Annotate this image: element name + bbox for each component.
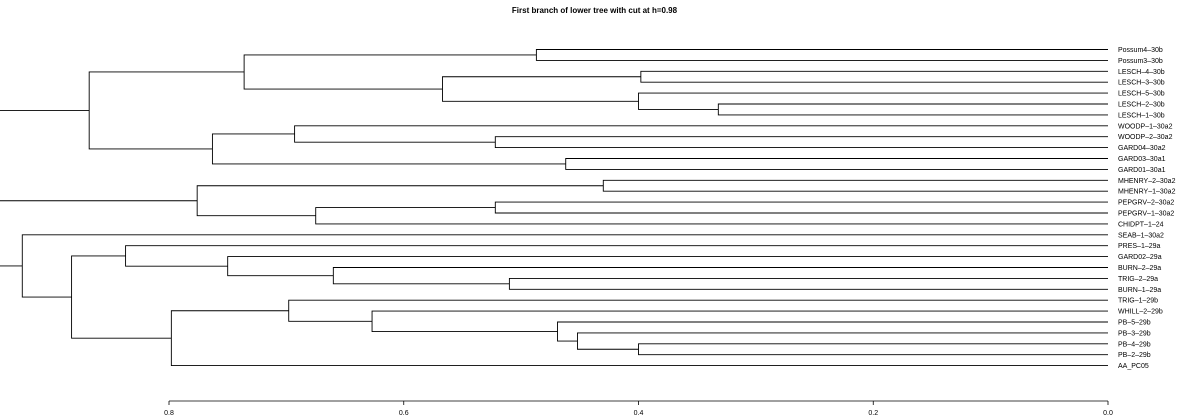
leaf-label: MHENRY–1–30a2 <box>1118 189 1176 196</box>
branch-m3 <box>717 103 1108 116</box>
leaf-label: Possum3–30b <box>1118 58 1163 65</box>
branch-m20 <box>638 343 1108 356</box>
branch-m5 <box>442 76 641 102</box>
branch-m25 <box>170 310 1108 367</box>
x-tick-label: 0.0 <box>1103 410 1113 417</box>
x-tick-label: 0.4 <box>634 410 644 417</box>
leaf-label: GARD04–30a2 <box>1118 145 1166 152</box>
x-tick-label: 0.2 <box>868 410 878 417</box>
branch-m23 <box>371 310 1108 332</box>
leaf-label: LESCH–2–30b <box>1118 102 1165 109</box>
branch-m26 <box>71 255 172 339</box>
leaf-label: GARD02–29a <box>1118 254 1162 261</box>
leaf-label: CHIDPT–1–24 <box>1118 221 1164 228</box>
leaf-label: PRES–1–29a <box>1118 243 1161 250</box>
leaf-label: PB–3–29b <box>1118 330 1151 337</box>
x-tick-label: 0.6 <box>399 410 409 417</box>
branch-m9 <box>565 158 1108 170</box>
leaf-label: SEAB–1–30a2 <box>1118 232 1164 239</box>
branch-m8 <box>294 125 1108 143</box>
branch-m6 <box>243 54 537 90</box>
branch-m28 <box>0 200 198 267</box>
branch-m16 <box>508 277 1108 290</box>
leaf-label: WOODP–1–30a2 <box>1118 123 1173 130</box>
branch-m18 <box>227 256 1108 277</box>
branch-m14 <box>315 207 1108 225</box>
branch-m22 <box>557 321 1108 342</box>
leaf-label: WOODP–2–30a2 <box>1118 134 1173 141</box>
branch-m21 <box>577 332 1108 350</box>
branch-m29 <box>0 110 90 111</box>
leaf-label: PB–4–29b <box>1118 341 1151 348</box>
leaf-labels: Possum4–30b Possum3–30b LESCH–4–30b LESCH–3… <box>1118 47 1176 370</box>
branch-m12 <box>602 179 1108 192</box>
leaf-label: PEPGRV–2–30a2 <box>1118 200 1174 207</box>
leaf-label: MHENRY–2–30a2 <box>1118 178 1176 185</box>
branch-m1 <box>535 49 1108 61</box>
branch-m10 <box>211 133 566 165</box>
branch-m15 <box>196 185 604 217</box>
branches <box>0 49 1108 367</box>
branch-m13 <box>494 201 1108 214</box>
leaf-label: PEPGRV–1–30a2 <box>1118 211 1174 218</box>
leaf-label: LESCH–5–30b <box>1118 91 1165 98</box>
branch-m17 <box>332 267 1108 285</box>
leaf-label: PB–2–29b <box>1118 352 1151 359</box>
leaf-label: Possum4–30b <box>1118 47 1163 54</box>
leaf-label: TRIG–2–29a <box>1118 276 1158 283</box>
branch-m19 <box>125 245 1108 267</box>
leaf-label: LESCH–1–30b <box>1118 112 1165 119</box>
branch-m2 <box>640 70 1108 83</box>
x-tick-label: 0.8 <box>164 410 174 417</box>
branch-m11 <box>88 71 245 150</box>
leaf-label: PB–5–29b <box>1118 320 1151 327</box>
leaf-label: GARD01–30a1 <box>1118 167 1166 174</box>
leaf-label: GARD03–30a1 <box>1118 156 1166 163</box>
branch-m7 <box>494 136 1108 149</box>
leaf-label: LESCH–4–30b <box>1118 69 1165 76</box>
branch-m4 <box>638 92 1108 110</box>
branch-m24 <box>288 299 1108 322</box>
leaf-label: WHILL–2–29b <box>1118 309 1163 316</box>
x-axis: 0.8 0.6 0.4 0.2 0.0 <box>164 400 1113 417</box>
leaf-label: TRIG–1–29b <box>1118 298 1158 305</box>
leaf-label: BURN–2–29a <box>1118 265 1161 272</box>
leaf-label: AA_PC05 <box>1118 363 1149 370</box>
leaf-label: LESCH–3–30b <box>1118 80 1165 87</box>
leaf-label: BURN–1–29a <box>1118 287 1161 294</box>
chart-title: First branch of lower tree with cut at h… <box>511 6 678 15</box>
branch-m27 <box>21 234 1108 298</box>
